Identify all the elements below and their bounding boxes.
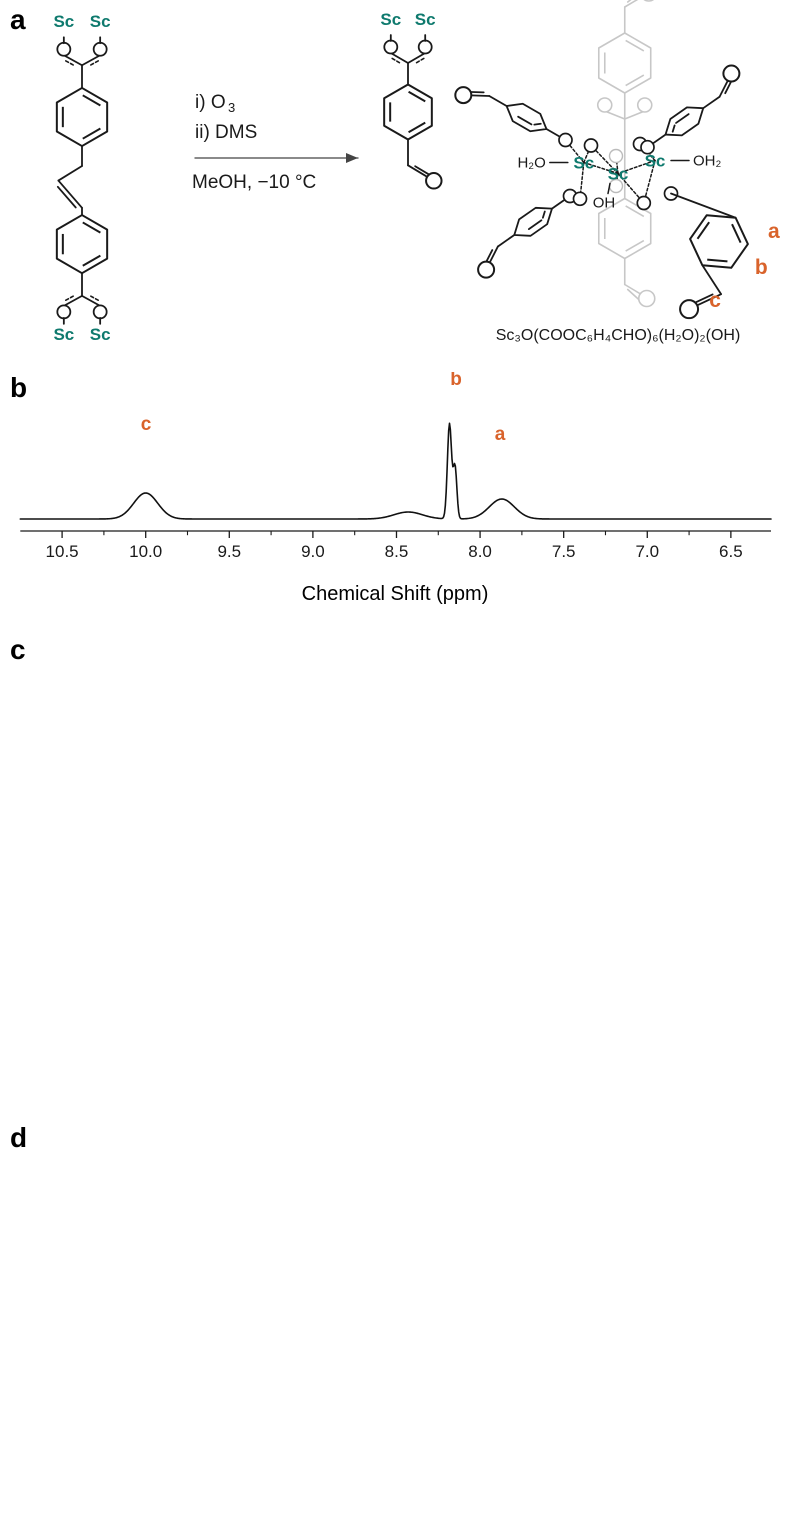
svg-text:3: 3: [228, 100, 235, 115]
svg-text:Chemical Shift (ppm): Chemical Shift (ppm): [302, 583, 489, 605]
svg-text:OH: OH: [593, 195, 616, 212]
svg-text:10.5: 10.5: [46, 542, 79, 561]
svg-text:ii) DMS: ii) DMS: [195, 122, 257, 143]
svg-text:c: c: [709, 289, 721, 312]
svg-text:MeOH, −10 °C: MeOH, −10 °C: [192, 172, 316, 193]
svg-text:7.0: 7.0: [635, 542, 659, 561]
svg-text:Sc: Sc: [645, 152, 666, 171]
svg-text:b: b: [755, 256, 768, 279]
svg-text:8.0: 8.0: [468, 542, 492, 561]
svg-text:6.5: 6.5: [719, 542, 743, 561]
svg-text:Sc: Sc: [53, 12, 74, 31]
svg-text:a: a: [495, 424, 506, 445]
svg-text:Sc: Sc: [90, 12, 111, 31]
svg-text:8.5: 8.5: [385, 542, 409, 561]
svg-text:Sc: Sc: [608, 165, 629, 184]
svg-text:i) O: i) O: [195, 92, 226, 113]
svg-text:a: a: [768, 220, 780, 243]
svg-text:b: b: [450, 372, 462, 390]
svg-text:Sc: Sc: [380, 10, 401, 29]
svg-text:7.5: 7.5: [552, 542, 576, 561]
svg-text:H₂O: H₂O: [517, 155, 545, 172]
svg-text:Sc: Sc: [53, 325, 74, 344]
svg-text:Sc: Sc: [573, 154, 594, 173]
svg-text:Sc₃O(COOC₆H₄CHO)₆(H₂O)₂(OH): Sc₃O(COOC₆H₄CHO)₆(H₂O)₂(OH): [496, 327, 741, 344]
svg-text:9.0: 9.0: [301, 542, 325, 561]
svg-text:c: c: [141, 414, 152, 435]
svg-text:Sc: Sc: [415, 10, 436, 29]
svg-text:10.0: 10.0: [129, 542, 162, 561]
svg-text:9.5: 9.5: [217, 542, 241, 561]
svg-text:Sc: Sc: [90, 325, 111, 344]
svg-text:OH₂: OH₂: [693, 153, 722, 170]
